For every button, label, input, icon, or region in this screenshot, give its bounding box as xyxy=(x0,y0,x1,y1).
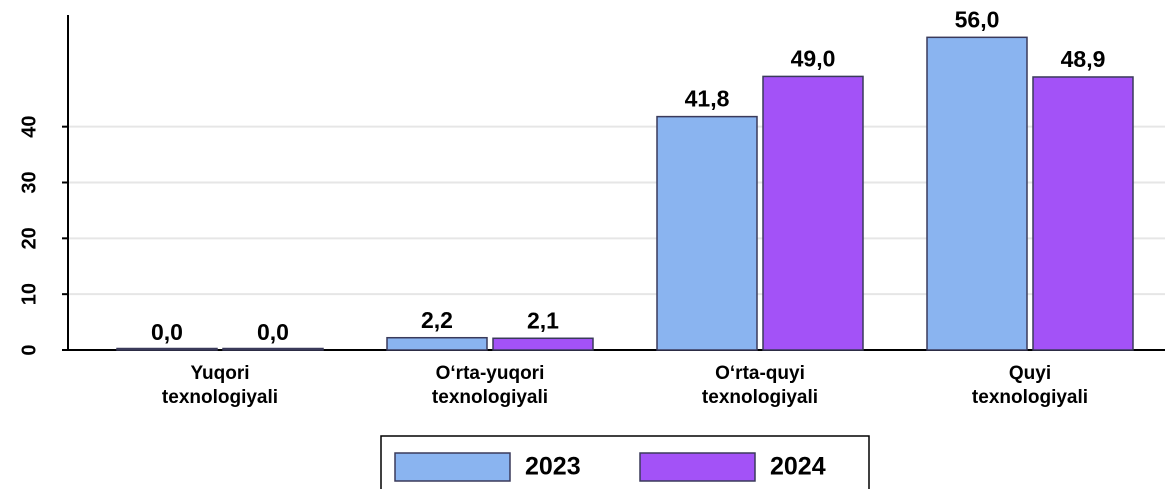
y-tick-label: 20 xyxy=(18,227,40,249)
legend-swatch xyxy=(394,452,511,482)
legend-label: 2024 xyxy=(770,453,826,481)
y-tick-label: 10 xyxy=(18,283,40,305)
data-label: 56,0 xyxy=(955,6,1000,32)
x-tick-label: O‘rta-quyi texnologiyali xyxy=(701,363,819,408)
data-label: 2,1 xyxy=(527,307,559,333)
bar xyxy=(222,347,324,351)
bar xyxy=(1032,76,1134,351)
bar xyxy=(656,115,758,351)
legend-swatch xyxy=(639,452,756,482)
x-tick-label: O‘rta-yuqori texnologiyali xyxy=(431,363,549,408)
y-tick-label: 30 xyxy=(18,171,40,193)
data-label: 0,0 xyxy=(257,319,289,345)
bar xyxy=(492,337,594,351)
bar xyxy=(116,347,218,351)
legend-label: 2023 xyxy=(525,453,581,481)
bar xyxy=(926,36,1028,351)
y-tick-label: 0 xyxy=(18,344,40,355)
data-label: 49,0 xyxy=(791,45,836,71)
bar xyxy=(386,336,488,351)
y-tick-label: 40 xyxy=(18,116,40,138)
data-label: 41,8 xyxy=(685,86,730,112)
x-tick-label: Yuqori texnologiyali xyxy=(161,363,279,408)
x-tick-label: Quyi texnologiyali xyxy=(971,363,1089,408)
data-label: 0,0 xyxy=(151,319,183,345)
bar xyxy=(762,75,864,351)
data-label: 2,2 xyxy=(421,307,453,333)
data-label: 48,9 xyxy=(1061,46,1106,72)
